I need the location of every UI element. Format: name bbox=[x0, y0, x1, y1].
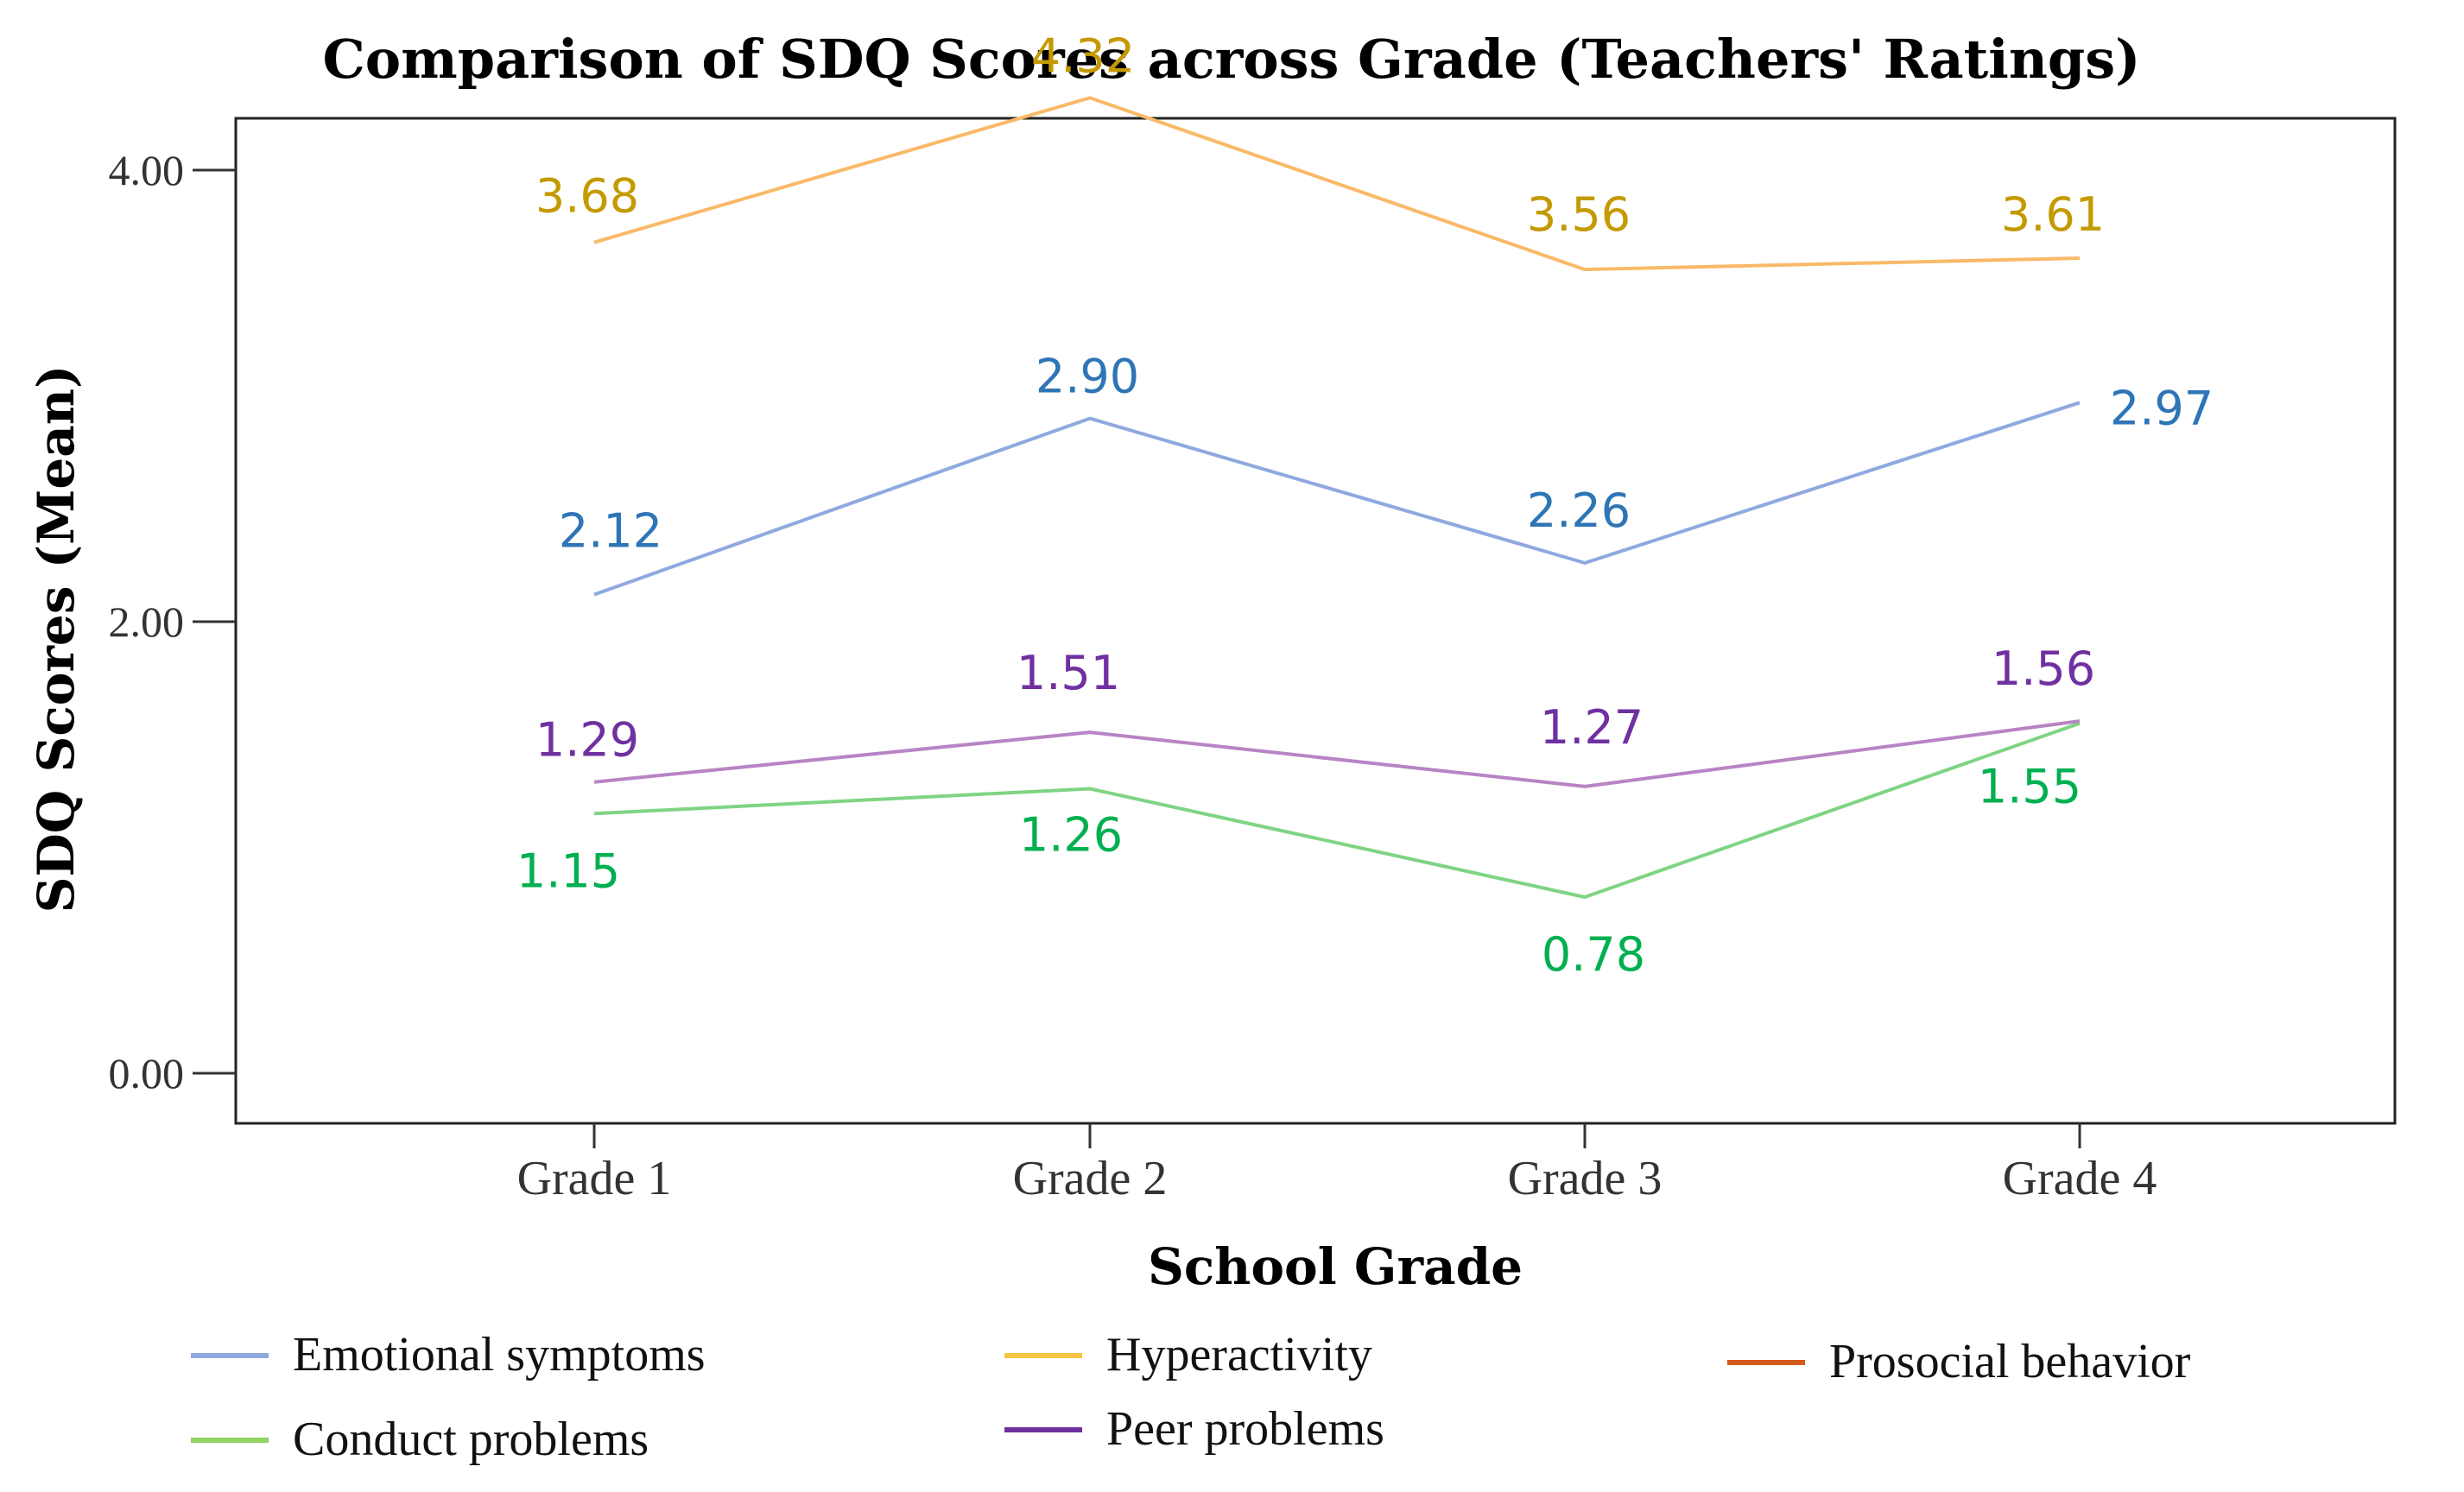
legend-label: Peer problems bbox=[1106, 1402, 1384, 1456]
y-axis-label: SDQ Scores (Mean) bbox=[27, 365, 86, 914]
y-tick-label: 4.00 bbox=[109, 146, 185, 194]
x-axis-label: School Grade bbox=[1148, 1237, 1523, 1296]
data-label: 1.26 bbox=[1019, 808, 1123, 863]
data-label: 2.90 bbox=[1036, 350, 1139, 404]
data-label: 1.51 bbox=[1017, 646, 1120, 700]
data-labels: 2.122.902.262.973.684.323.563.617.467.11… bbox=[516, 28, 2214, 982]
data-label: 2.97 bbox=[2110, 381, 2214, 435]
data-label: 1.29 bbox=[535, 713, 639, 768]
legend-label: Prosocial behavior bbox=[1829, 1335, 2191, 1388]
data-label: 1.56 bbox=[1992, 642, 2095, 696]
legend-label: Conduct problems bbox=[293, 1413, 649, 1466]
data-label: 3.61 bbox=[2001, 187, 2105, 242]
series-line-1 bbox=[593, 96, 2081, 272]
series-line-4 bbox=[593, 719, 2081, 788]
series-line-0 bbox=[593, 401, 2081, 597]
y-tick-label: 2.00 bbox=[109, 597, 185, 646]
data-label: 2.12 bbox=[559, 504, 662, 559]
chart-title: Comparison of SDQ Scores across Grade (T… bbox=[322, 28, 2140, 91]
series-lines bbox=[593, 96, 2081, 899]
series-line-3 bbox=[593, 721, 2081, 899]
data-label: 0.78 bbox=[1542, 927, 1645, 982]
data-label: 1.55 bbox=[1978, 760, 2081, 814]
x-tick-label: Grade 1 bbox=[517, 1152, 672, 1205]
data-label: 3.56 bbox=[1527, 187, 1631, 242]
x-tick-label: Grade 2 bbox=[1013, 1152, 1168, 1205]
x-tick-label: Grade 4 bbox=[2003, 1152, 2157, 1205]
plot-frame bbox=[234, 117, 2397, 1125]
data-label: 1.15 bbox=[516, 844, 620, 898]
x-axis: Grade 1 Grade 2 Grade 3 Grade 4 bbox=[517, 1123, 2157, 1205]
legend-label: Hyperactivity bbox=[1106, 1328, 1372, 1381]
data-label: 4.32 bbox=[1031, 28, 1135, 83]
data-label: 3.68 bbox=[535, 169, 639, 224]
data-label: 2.26 bbox=[1527, 484, 1631, 538]
legend-label: Emotional symptoms bbox=[293, 1328, 706, 1381]
x-tick-label: Grade 3 bbox=[1508, 1152, 1663, 1205]
data-label: 1.27 bbox=[1540, 700, 1644, 755]
y-tick-label: 0.00 bbox=[109, 1049, 185, 1097]
y-axis: 0.002.004.006.008.00 bbox=[109, 146, 236, 1097]
legend: Emotional symptoms Hyperactivity Prosocial… bbox=[191, 1328, 2191, 1466]
